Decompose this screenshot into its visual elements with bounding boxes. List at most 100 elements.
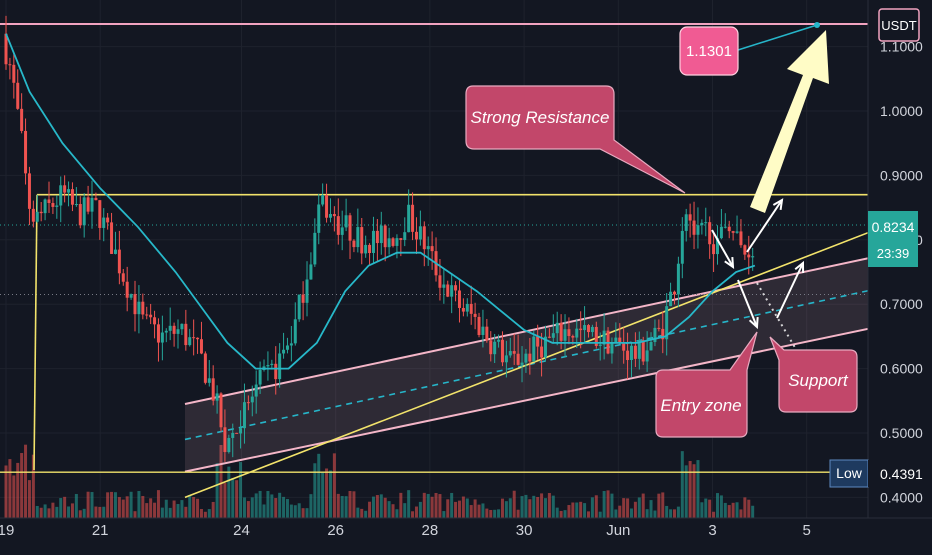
volume-bar [731,502,735,518]
x-tick-label: 3 [708,522,716,539]
volume-bar [407,490,411,518]
volume-bar [489,509,493,518]
volume-bar [371,496,375,518]
volume-bar [98,506,102,518]
volume-bar [43,504,47,518]
volume-bar [12,475,16,518]
y-tick-label: 1.0000 [880,103,923,119]
candle-body [708,222,712,245]
candle-body [379,225,383,244]
volume-bar [575,502,579,518]
arrow-up-2 [776,262,804,319]
volume-bar [59,498,63,518]
volume-bar [336,493,340,518]
candle-body [184,323,188,346]
candle-body [411,204,415,232]
volume-bar [250,497,254,518]
volume-bar [348,490,352,518]
candle-body [289,343,293,346]
volume-bar [727,505,731,518]
candle-body [383,225,387,248]
volume-bar [493,509,497,518]
arrow-down-1 [711,229,734,268]
candle-body [153,317,157,325]
candle-body [723,226,727,228]
candle-body [4,33,8,65]
volume-bar [383,497,387,518]
volume-bar [586,511,590,518]
candle-body [110,222,114,254]
trend-channel [184,210,925,499]
candle-body [426,246,430,250]
volume-bar [516,509,520,518]
candle-body [231,432,235,438]
volume-bar [559,510,563,518]
candle-body [387,238,391,248]
volume-bar [121,499,125,518]
candle-body [641,340,645,362]
target-point [814,22,820,28]
volume-bar [481,503,485,518]
candle-body [649,342,653,351]
candle-body [497,339,501,342]
candle-body [727,226,731,232]
candle-body [20,108,24,131]
candle-body [712,244,716,255]
volume-bar [477,504,481,518]
candle-body [665,306,669,340]
volume-bar [665,505,669,518]
channel-mid [184,277,925,441]
volume-bar [274,498,278,518]
volume-bars [4,444,755,518]
volume-bar [328,470,332,518]
low-badge: Low 0.4391 [829,459,930,488]
volume-bar [188,494,192,518]
candle-body [571,336,575,338]
target-badge: 1.1301 [679,26,739,76]
candle-body [364,244,368,254]
volume-bar [532,495,536,518]
volume-bar [751,505,755,518]
projection-arrows [711,198,805,357]
volume-bar [282,496,286,518]
candle-body [70,189,74,205]
time-axis[interactable]: 19 21 24 26 28 30 Jun 3 5 [0,517,932,550]
volume-bar [16,462,20,518]
volume-bar [8,459,12,518]
low-label: Low [836,465,863,481]
channel-upper [184,245,925,405]
candle-body [747,254,751,258]
volume-bar [297,503,301,518]
candle-body [626,350,630,360]
candle-body [567,329,571,337]
volume-bar [82,508,86,518]
candle-body [180,323,184,330]
volume-bar [602,491,606,518]
candle-body [137,301,141,315]
volume-bar [524,494,528,518]
volume-bar [149,498,153,518]
candle-body [598,344,602,346]
volume-bar [20,453,24,518]
volume-bar [637,497,641,518]
resistance-label: Strong Resistance [471,108,610,127]
candle-body [258,370,262,385]
y-tick-label: 0.5000 [880,425,923,441]
volume-bar [649,500,653,518]
volume-bar [512,490,516,518]
candle-body [348,215,352,241]
candle-body [145,314,149,316]
candle-body [590,326,594,333]
volume-bar [528,499,532,518]
candle-body [356,227,360,248]
candle-body [438,275,442,288]
candles [4,15,755,462]
candle-body [301,294,305,303]
candle-body [559,322,563,341]
bar-countdown: 23:39 [877,246,910,261]
arrow-down-2 [737,279,758,328]
volume-bar [414,506,418,518]
candle-body [31,208,35,222]
volume-bar [504,501,508,518]
